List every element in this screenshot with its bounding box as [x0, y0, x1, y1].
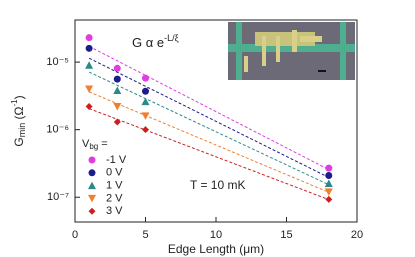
point: [141, 112, 150, 120]
point: [85, 61, 94, 69]
point: [141, 97, 150, 106]
fit-line: [88, 91, 329, 193]
x-tick-label: 5: [142, 229, 148, 241]
fit-line: [88, 71, 330, 186]
point: [113, 64, 121, 72]
y-axis-label: Gmin (Ω-1): [10, 95, 27, 146]
y-label-sub: min: [17, 123, 27, 138]
legend-label: -1 V: [106, 154, 127, 166]
point: [325, 164, 333, 172]
point: [85, 103, 93, 111]
y-tick-label: 10⁻⁷: [47, 191, 69, 203]
y-label-main: G: [12, 137, 26, 146]
point: [142, 126, 149, 134]
x-tick-label: 15: [280, 229, 292, 241]
legend-marker: [88, 181, 96, 190]
legend-title: Vbg =: [82, 138, 108, 151]
point: [113, 86, 122, 95]
legend-title-eq: =: [98, 138, 107, 150]
y-tick-label: 10⁻⁶: [46, 124, 69, 136]
y-label-sup: -1: [10, 99, 19, 107]
legend-marker: [88, 194, 96, 203]
point: [85, 85, 94, 93]
fit-line: [88, 108, 329, 201]
point: [142, 87, 149, 95]
point: [113, 103, 122, 111]
legend-label: 1 V: [106, 180, 123, 192]
y-tick-label: 10⁻⁵: [46, 56, 69, 68]
y-label-close: ): [12, 95, 26, 99]
x-tick-label: 20: [351, 229, 363, 241]
legend-label: 3 V: [106, 205, 123, 217]
x-tick-label: 0: [72, 229, 78, 241]
temperature-note: T = 10 mK: [190, 178, 245, 192]
inset-image: [228, 22, 355, 80]
legend-title-sub: bg: [89, 142, 98, 151]
legend-label: 2 V: [106, 192, 123, 204]
annotation: G α e-L/ξ: [132, 33, 179, 50]
point: [324, 188, 333, 196]
x-tick-label: 10: [210, 229, 222, 241]
point: [324, 179, 333, 187]
legend-label: 0 V: [106, 167, 123, 179]
legend-marker: [88, 207, 96, 215]
point: [85, 34, 93, 42]
point: [113, 75, 121, 83]
legend-title-main: V: [82, 138, 90, 150]
annotation-main: G α e: [132, 35, 164, 50]
x-axis-label: Edge Length (μm): [168, 242, 264, 256]
legend-marker: [88, 169, 96, 177]
point: [85, 44, 93, 52]
point: [113, 118, 121, 126]
y-label-unit: (Ω: [12, 106, 26, 122]
annotation-exp: -L/ξ: [164, 33, 179, 43]
legend-marker: [88, 156, 96, 164]
point: [142, 74, 149, 82]
point: [325, 195, 333, 203]
point: [325, 171, 333, 179]
